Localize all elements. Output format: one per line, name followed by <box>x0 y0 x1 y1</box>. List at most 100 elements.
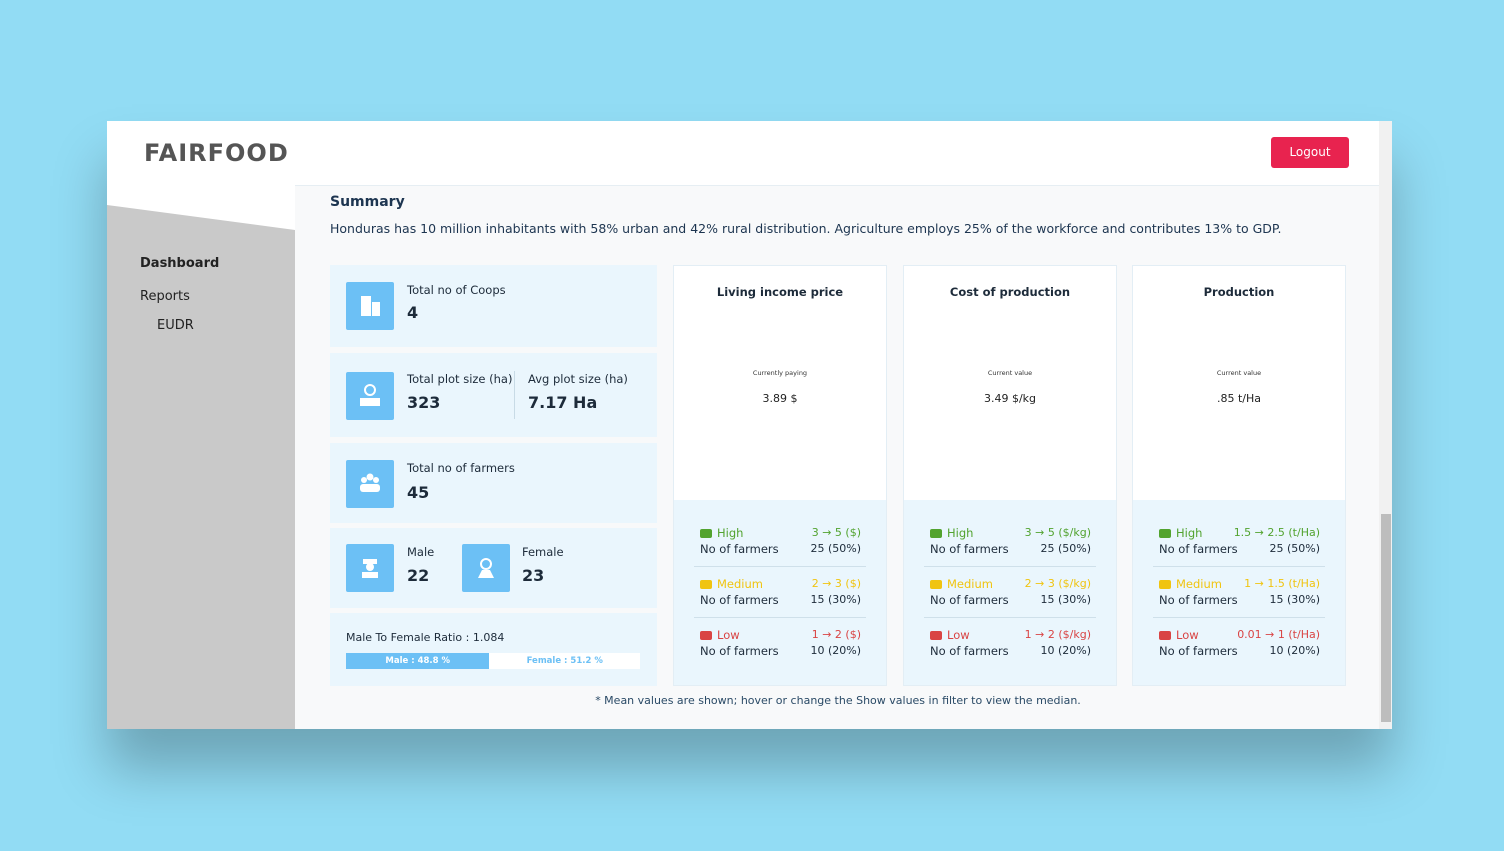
ratio-bar: Male : 48.8 % Female : 51.2 % <box>346 653 640 669</box>
legend-range: 1 → 1.5 (t/Ha) <box>1244 577 1320 590</box>
legend-name: Low <box>717 628 740 642</box>
legend-label: No of farmers <box>930 593 1009 607</box>
stat-value: 4 <box>407 303 419 322</box>
stat-card: Total no of Coops 4 <box>330 265 657 347</box>
legend-label: No of farmers <box>1159 644 1238 658</box>
sidebar-wedge <box>107 185 295 230</box>
legend-name: Medium <box>1176 577 1222 591</box>
legend-count: 25 (50%) <box>810 542 861 555</box>
legend-divider <box>694 617 866 618</box>
stat-label: Total no of farmers <box>407 461 515 475</box>
legend-count: 25 (50%) <box>1269 542 1320 555</box>
legend-range: 1 → 2 ($) <box>811 628 861 641</box>
center-value: 3.89 $ <box>762 392 798 405</box>
stat-label: Total plot size (ha) <box>407 372 513 386</box>
legend-label: No of farmers <box>1159 542 1238 556</box>
male-share: Male : 48.8 % <box>346 653 490 669</box>
legend-swatch <box>1159 580 1171 589</box>
legend-label: No of farmers <box>930 542 1009 556</box>
stat-label: Female <box>522 545 564 559</box>
sidebar: Dashboard Reports EUDR <box>107 185 295 729</box>
legend-label: No of farmers <box>700 542 779 556</box>
center-value: 3.49 $/kg <box>983 392 1037 405</box>
legend-count: 15 (30%) <box>810 593 861 606</box>
legend-count: 10 (20%) <box>1040 644 1091 657</box>
legend-range: 3 → 5 ($) <box>811 526 861 539</box>
legend-name: High <box>717 526 744 540</box>
nav-item[interactable]: Reports <box>140 289 190 304</box>
stat-value: 7.17 Ha <box>528 393 598 412</box>
ratio-label: Male To Female Ratio : 1.084 <box>346 631 505 644</box>
legend-label: No of farmers <box>1159 593 1238 607</box>
header: FAIRFOOD Logout <box>107 121 1379 186</box>
legend-count: 10 (20%) <box>1269 644 1320 657</box>
center-caption: Current value <box>987 369 1033 377</box>
legend-name: Low <box>1176 628 1199 642</box>
center-caption: Current value <box>1216 369 1262 377</box>
icon <box>346 544 394 592</box>
legend-name: Medium <box>717 577 763 591</box>
legend-divider <box>924 566 1096 567</box>
icon <box>346 282 394 330</box>
legend-swatch <box>930 580 942 589</box>
panel-title: Living income price <box>716 285 844 299</box>
legend-range: 1 → 2 ($/kg) <box>1024 628 1091 641</box>
panel-title: Cost of production <box>949 285 1071 299</box>
legend-count: 10 (20%) <box>810 644 861 657</box>
summary-title: Summary <box>330 194 405 210</box>
stat-value: 23 <box>522 566 545 585</box>
legend-divider <box>924 617 1096 618</box>
stat-card: Total plot size (ha) 323 Avg plot size (… <box>330 353 657 437</box>
legend-label: No of farmers <box>700 644 779 658</box>
stat-label: Avg plot size (ha) <box>528 372 628 386</box>
summary-text: Honduras has 10 million inhabitants with… <box>330 221 1282 236</box>
center-value: .85 t/Ha <box>1216 392 1262 405</box>
legend-swatch <box>930 529 942 538</box>
center-caption: Currently paying <box>752 369 808 377</box>
stat-value: 45 <box>407 483 430 502</box>
legend-label: No of farmers <box>930 644 1009 658</box>
divider <box>514 371 515 419</box>
stat-value: 22 <box>407 566 430 585</box>
icon <box>346 372 394 420</box>
footnote: * Mean values are shown; hover or change… <box>595 694 1081 707</box>
logout-button[interactable]: Logout <box>1271 137 1349 168</box>
scrollbar-thumb[interactable] <box>1381 514 1391 722</box>
legend-name: High <box>947 526 974 540</box>
legend-swatch <box>1159 631 1171 640</box>
nav-item[interactable]: EUDR <box>157 318 194 333</box>
legend-divider <box>1153 617 1325 618</box>
stat-card: Total no of farmers 45 <box>330 443 657 523</box>
legend-swatch <box>1159 529 1171 538</box>
legend-range: 2 → 3 ($) <box>811 577 861 590</box>
legend-label: No of farmers <box>700 593 779 607</box>
legend-range: 1.5 → 2.5 (t/Ha) <box>1233 526 1320 539</box>
legend-name: Low <box>947 628 970 642</box>
legend-range: 0.01 → 1 (t/Ha) <box>1237 628 1320 641</box>
nav-item[interactable]: Dashboard <box>140 256 220 271</box>
legend: High 3 → 5 ($/kg) No of farmers 25 (50%) Med… <box>904 500 1116 685</box>
stat-value: 323 <box>407 393 441 412</box>
logo: FAIRFOOD <box>144 139 289 167</box>
legend-count: 15 (30%) <box>1040 593 1091 606</box>
legend-swatch <box>930 631 942 640</box>
chart-panel: Living income price Currently paying 3.89 … <box>673 265 887 686</box>
legend: High 1.5 → 2.5 (t/Ha) No of farmers 25 (50%… <box>1133 500 1345 685</box>
legend-count: 15 (30%) <box>1269 593 1320 606</box>
legend-count: 25 (50%) <box>1040 542 1091 555</box>
app-window: FAIRFOOD Logout Dashboard Reports EUDR S… <box>107 121 1392 729</box>
legend-name: Medium <box>947 577 993 591</box>
legend-swatch <box>700 580 712 589</box>
icon <box>462 544 510 592</box>
legend-range: 2 → 3 ($/kg) <box>1024 577 1091 590</box>
female-share: Female : 51.2 % <box>526 656 603 666</box>
legend-divider <box>1153 566 1325 567</box>
legend-divider <box>694 566 866 567</box>
chart-panel: Production Current value .85 t/Ha High 1.5 →… <box>1132 265 1346 686</box>
icon <box>346 460 394 508</box>
panel-title: Production <box>1203 285 1275 299</box>
legend-range: 3 → 5 ($/kg) <box>1024 526 1091 539</box>
legend-swatch <box>700 529 712 538</box>
legend-name: High <box>1176 526 1203 540</box>
